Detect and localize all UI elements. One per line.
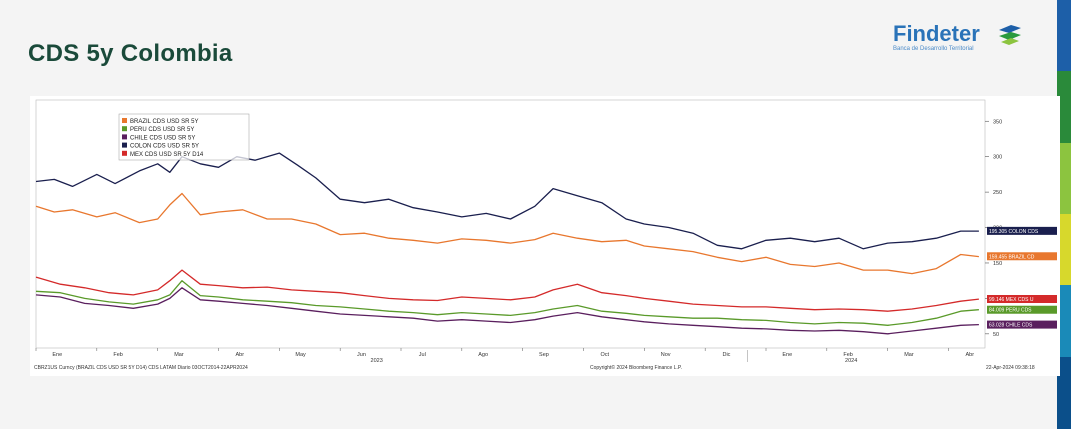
cds-line-chart: 50100150200250300350EneFebMarAbrMayJunJu…: [35, 99, 1057, 364]
end-value-label: 63.028 CHILE CDS: [989, 323, 1033, 329]
x-tick-label: Feb: [113, 352, 122, 358]
end-value-badge: [987, 226, 1057, 235]
x-tick-label: Abr: [236, 352, 245, 358]
legend-label: COLON CDS USD SR 5Y: [130, 144, 199, 150]
findeter-mark-icon: [999, 25, 1021, 45]
accent-strip-segment: [1057, 214, 1071, 287]
x-tick-label: Ene: [782, 352, 792, 358]
x-tick-label: Mar: [174, 352, 184, 358]
end-value-badge: [987, 252, 1057, 261]
x-tick-label: Oct: [601, 352, 610, 358]
x-tick-label: Jun: [357, 352, 366, 358]
y-tick-label: 350: [993, 119, 1002, 125]
y-tick-label: 50: [993, 332, 999, 338]
legend-swatch: [122, 126, 127, 132]
logo-subtitle: Banca de Desarrollo Territorial: [893, 46, 974, 52]
x-tick-label: Sep: [539, 352, 549, 358]
end-value-badge: [987, 305, 1057, 314]
x-tick-label: May: [295, 352, 306, 358]
x-tick-label: Dic: [722, 352, 730, 358]
accent-strip-segment: [1057, 356, 1071, 429]
chart-panel: 50100150200250300350EneFebMarAbrMayJunJu…: [30, 96, 1060, 376]
series-line: [35, 280, 979, 326]
legend-label: CHILE CDS USD SR 5Y: [130, 135, 195, 141]
end-value-label: 84.009 PERU CDS: [989, 308, 1032, 314]
y-tick-label: 300: [993, 155, 1002, 161]
legend-label: PERU CDS USD SR 5Y: [130, 127, 194, 133]
chart-footer-copyright: Copyright© 2024 Bloomberg Finance L.P.: [590, 365, 682, 371]
legend-label: BRAZIL CDS USD SR 5Y: [130, 119, 198, 125]
legend-label: MEX CDS USD SR 5Y D14: [130, 152, 204, 158]
chart-footer-source: CBRZ1US Curncy (BRAZIL CDS USD SR 5Y D14…: [34, 365, 248, 371]
chart-footer-timestamp: 22-Apr-2024 09:38:18: [986, 365, 1035, 371]
slide-title: CDS 5y Colombia: [28, 40, 233, 67]
x-tick-label: Feb: [843, 352, 852, 358]
x-year-label: 2023: [371, 358, 383, 364]
series-line: [35, 192, 979, 275]
chart-legend: BRAZIL CDS USD SR 5Y PERU CDS USD SR 5Y CH…: [118, 113, 250, 161]
end-value-label: 159.455 BRAZIL CD: [989, 254, 1035, 260]
logo-name: Findeter: [893, 21, 980, 46]
legend-swatch: [122, 142, 127, 148]
legend-swatch: [122, 150, 127, 156]
accent-strip-segment: [1057, 71, 1071, 144]
accent-strip-segment: [1057, 0, 1071, 73]
findeter-logo: Findeter Banca de Desarrollo Territorial: [893, 21, 1021, 52]
x-tick-label: Nov: [661, 352, 671, 358]
x-tick-label: Ago: [478, 352, 488, 358]
legend-swatch: [122, 118, 127, 123]
x-tick-label: Ene: [52, 352, 62, 358]
accent-strip-segment: [1057, 285, 1071, 358]
series-line: [35, 269, 979, 312]
accent-strip-segment: [1057, 142, 1071, 215]
legend-box: [118, 113, 250, 161]
end-value-label: 195.305 COLON CDS: [989, 229, 1039, 235]
end-value-badge: [987, 295, 1057, 304]
series-line: [35, 152, 979, 250]
x-tick-label: Jul: [419, 352, 426, 358]
x-year-label: 2024: [845, 358, 857, 364]
series-line: [35, 287, 979, 335]
legend-swatch: [122, 134, 127, 140]
y-tick-label: 150: [993, 261, 1002, 267]
y-tick-label: 250: [993, 190, 1002, 196]
end-value-badge: [987, 320, 1057, 329]
end-value-label: 99.146 MEX CDS U: [989, 297, 1034, 303]
x-tick-label: Abr: [966, 352, 975, 358]
x-tick-label: Mar: [904, 352, 914, 358]
